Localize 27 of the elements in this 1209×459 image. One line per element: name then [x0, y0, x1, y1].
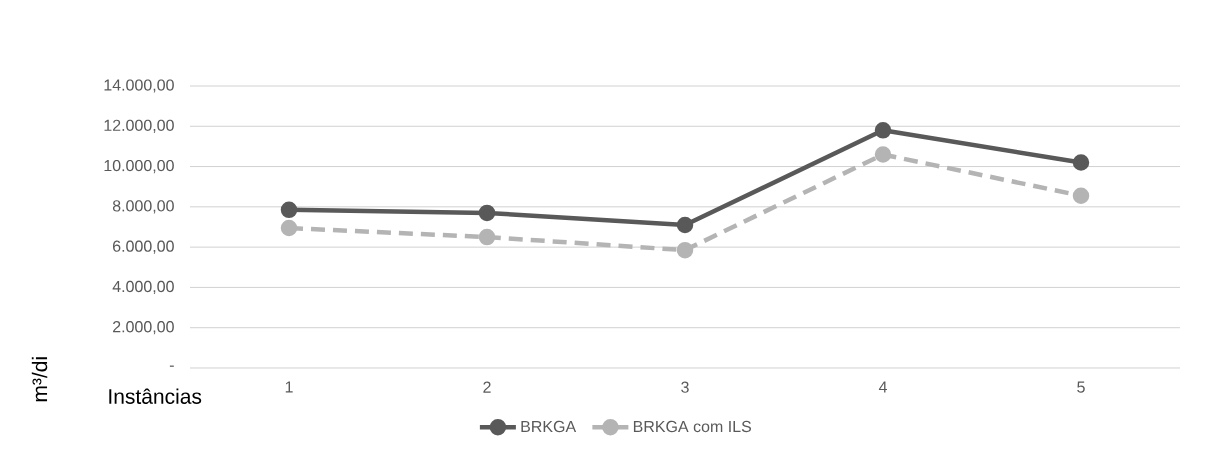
point: [676, 241, 694, 259]
x-tick-label: 3: [681, 381, 689, 393]
y-tick-label: 6.000,00: [113, 240, 174, 254]
point: [1072, 154, 1090, 171]
y-axis-title: m³/di: [31, 357, 48, 402]
x-tick-label: 1: [285, 381, 293, 393]
y-tick-label: 12.000,00: [104, 119, 174, 133]
point: [478, 204, 496, 222]
x-tick-label: 2: [483, 381, 491, 393]
point: [676, 216, 694, 234]
y-tick-label: 14.000,00: [104, 79, 174, 93]
legend-label: BRKGA: [521, 420, 577, 433]
y-tick-label: 10.000,00: [104, 159, 174, 174]
legend-label: BRKGA com ILS: [633, 420, 752, 433]
y-tick-label: 8.000,00: [112, 200, 174, 214]
point: [874, 146, 892, 163]
point: [280, 201, 298, 219]
point: [1072, 187, 1090, 205]
point: [280, 219, 298, 237]
y-tick-label: 2.000,00: [113, 321, 174, 335]
y-tick-label: 4.000,00: [112, 280, 174, 295]
point: [874, 122, 892, 139]
x-tick-label: 4: [878, 381, 887, 393]
point: [478, 228, 496, 246]
x-tick-label: 5: [1077, 381, 1085, 393]
x-axis-title: Instâncias: [109, 388, 202, 404]
y-tick-label: -: [169, 365, 174, 367]
